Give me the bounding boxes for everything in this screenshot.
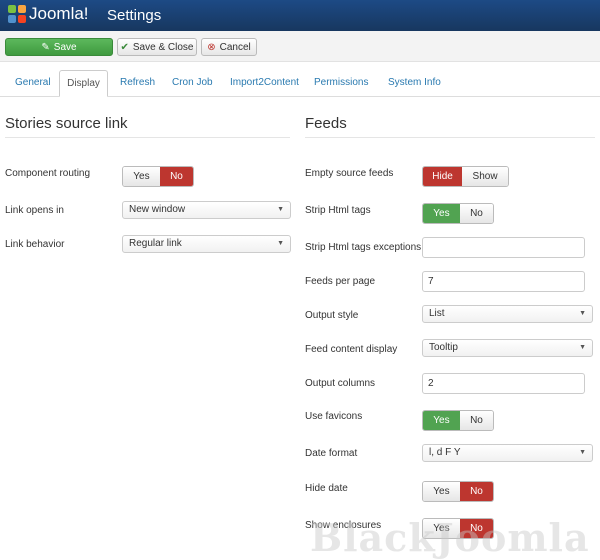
show-option[interactable]: Show (462, 167, 508, 186)
strip-html-label: Strip Html tags (305, 205, 371, 216)
feed-content-display-label: Feed content display (305, 344, 398, 355)
strip-html-exceptions-label: Strip Html tags exceptions (305, 242, 422, 253)
yes-option[interactable]: Yes (423, 204, 460, 223)
component-routing-toggle[interactable]: Yes No (122, 166, 194, 187)
logo-text: Joomla! (29, 4, 89, 23)
selected-value: Tooltip (429, 342, 458, 353)
save-close-label: Save & Close (132, 41, 194, 53)
no-option[interactable]: No (159, 167, 193, 186)
tab-permissions[interactable]: Permissions (314, 77, 369, 88)
strip-html-exceptions-input[interactable] (422, 237, 585, 258)
page-title: Settings (107, 7, 162, 24)
watermark: BlackJoomla (310, 515, 590, 560)
output-columns-input[interactable]: 2 (422, 373, 585, 394)
save-button[interactable]: ✎ Save (5, 38, 113, 56)
tab-bar: General Display Refresh Cron Job Import2… (0, 70, 600, 97)
hide-date-toggle[interactable]: Yes No (422, 481, 494, 502)
hide-option[interactable]: Hide (423, 167, 463, 186)
link-behavior-label: Link behavior (5, 239, 65, 250)
toolbar: ✎ Save ✔ Save & Close ⊗ Cancel (0, 31, 600, 62)
no-option[interactable]: No (459, 204, 493, 223)
selected-value: Regular link (129, 238, 182, 249)
feeds-per-page-input[interactable]: 7 (422, 271, 585, 292)
use-favicons-toggle[interactable]: Yes No (422, 410, 494, 431)
hide-date-label: Hide date (305, 483, 348, 494)
link-opens-in-label: Link opens in (5, 205, 64, 216)
yes-option[interactable]: Yes (123, 167, 160, 186)
header: Joomla! Settings (0, 0, 600, 31)
check-icon: ✔ (120, 41, 129, 53)
date-format-select[interactable]: l, d F Y ▼ (422, 444, 593, 462)
output-columns-label: Output columns (305, 378, 376, 389)
feeds-per-page-label: Feeds per page (305, 276, 376, 287)
joomla-logo-icon (8, 5, 26, 23)
show-enclosures-toggle[interactable]: Yes No (422, 518, 494, 539)
yes-option[interactable]: Yes (423, 519, 460, 538)
caret-down-icon: ▼ (579, 449, 586, 456)
selected-value: l, d F Y (429, 447, 461, 458)
no-option[interactable]: No (459, 411, 493, 430)
feeds-heading: Feeds (305, 115, 595, 138)
tab-refresh[interactable]: Refresh (120, 77, 156, 88)
empty-source-feeds-label: Empty source feeds (305, 168, 394, 179)
cancel-button[interactable]: ⊗ Cancel (201, 38, 257, 56)
stories-source-link-heading: Stories source link (5, 115, 290, 138)
output-style-label: Output style (305, 310, 359, 321)
tab-display[interactable]: Display (59, 70, 108, 97)
tab-system-info[interactable]: System Info (388, 77, 441, 88)
save-close-button[interactable]: ✔ Save & Close (117, 38, 197, 56)
no-option[interactable]: No (459, 519, 493, 538)
date-format-label: Date format (305, 448, 358, 459)
joomla-logo: Joomla! (8, 4, 89, 24)
cancel-label: Cancel (219, 41, 251, 53)
feed-content-display-select[interactable]: Tooltip ▼ (422, 339, 593, 357)
caret-down-icon: ▼ (277, 240, 284, 247)
no-option[interactable]: No (459, 482, 493, 501)
save-label: Save (53, 41, 77, 53)
tab-import2content[interactable]: Import2Content (230, 77, 299, 88)
selected-value: New window (129, 204, 186, 215)
output-style-select[interactable]: List ▼ (422, 305, 593, 323)
edit-icon: ✎ (41, 41, 50, 53)
caret-down-icon: ▼ (277, 206, 284, 213)
tab-cron-job[interactable]: Cron Job (172, 77, 213, 88)
caret-down-icon: ▼ (579, 344, 586, 351)
link-opens-in-select[interactable]: New window ▼ (122, 201, 291, 219)
selected-value: List (429, 308, 445, 319)
yes-option[interactable]: Yes (423, 482, 460, 501)
show-enclosures-label: Show enclosures (305, 520, 382, 531)
caret-down-icon: ▼ (579, 310, 586, 317)
empty-source-feeds-toggle[interactable]: Hide Show (422, 166, 509, 187)
strip-html-toggle[interactable]: Yes No (422, 203, 494, 224)
yes-option[interactable]: Yes (423, 411, 460, 430)
component-routing-label: Component routing (5, 168, 91, 179)
cancel-icon: ⊗ (207, 41, 216, 53)
tab-general[interactable]: General (15, 77, 51, 88)
link-behavior-select[interactable]: Regular link ▼ (122, 235, 291, 253)
use-favicons-label: Use favicons (305, 411, 363, 422)
